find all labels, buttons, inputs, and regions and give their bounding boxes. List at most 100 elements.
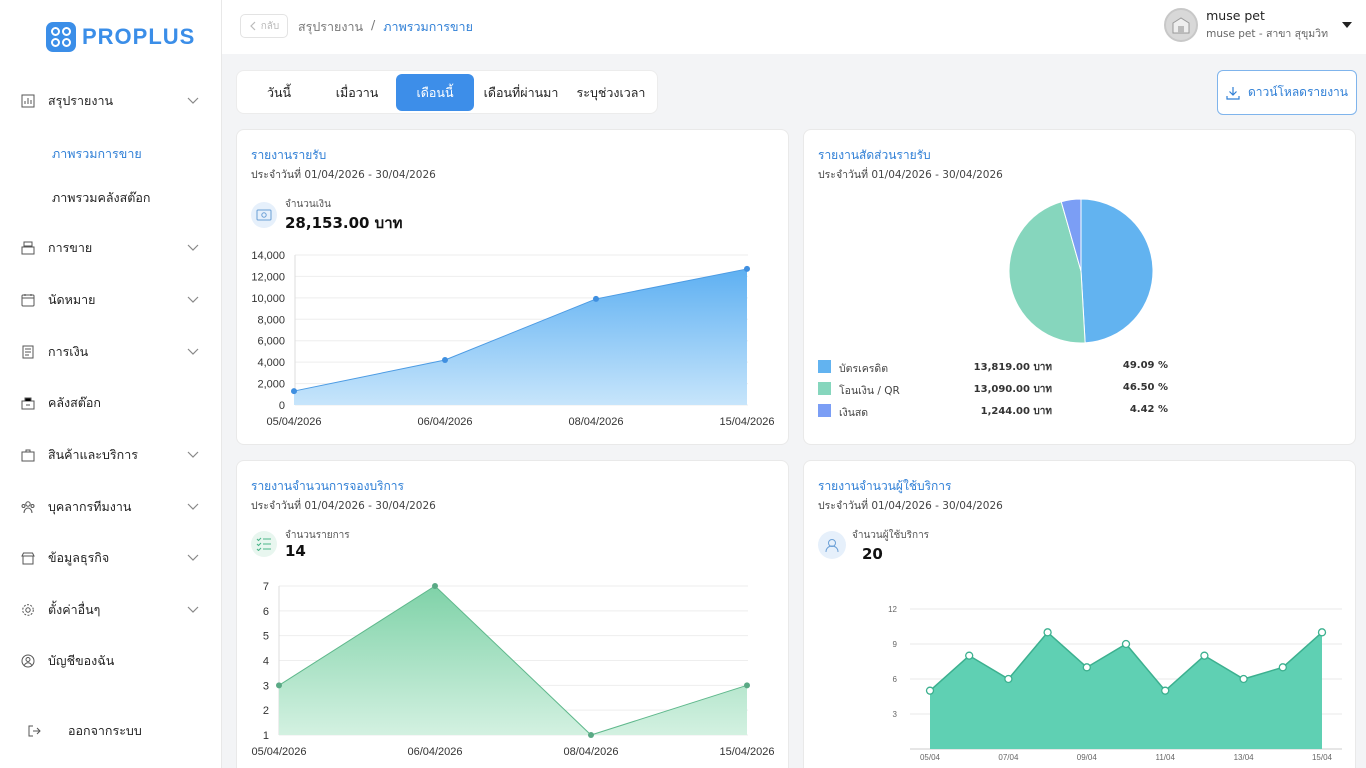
y-tick-label: 4,000 (257, 357, 285, 369)
chevron-down-icon (187, 97, 199, 104)
gear-icon (20, 602, 36, 618)
customer-area-chart: 12 9 6 3 05/04 07/04 09/04 11/04 13/04 15/04 (888, 605, 1342, 762)
chevron-down-icon (187, 451, 199, 458)
brand-name: PROPLUS (82, 24, 196, 49)
sidebar-item-account[interactable]: บัญชีของฉัน (20, 649, 202, 673)
stat-label: จำนวนผู้ใช้บริการ (852, 530, 930, 541)
data-point (925, 686, 935, 695)
document-icon (20, 344, 36, 360)
period-tabs: วันนี้ เมื่อวาน เดือนนี้ เดือนที่ผ่านมา … (236, 70, 658, 114)
x-tick-label: 15/04 (1312, 753, 1333, 762)
back-button[interactable]: กลับ (240, 14, 288, 38)
sidebar-item-stock[interactable]: คลังสต๊อก (20, 391, 202, 415)
data-point (276, 682, 282, 689)
y-tick-label: 12 (888, 605, 897, 614)
stat-value: 14 (285, 542, 306, 560)
legend-swatch (818, 360, 831, 373)
x-tick-label: 13/04 (1234, 753, 1255, 762)
user-menu[interactable]: muse pet muse pet - สาขา สุขุมวิท (1164, 8, 1352, 42)
tab-today[interactable]: วันนี้ (266, 84, 292, 100)
y-tick-label: 3 (263, 680, 269, 692)
customer-icon (818, 531, 846, 559)
breadcrumb-parent[interactable]: สรุปรายงาน (298, 19, 364, 34)
sidebar-item-business[interactable]: ข้อมูลธุรกิจ (20, 546, 202, 570)
data-point (1161, 686, 1170, 695)
x-tick-label: 08/04/2026 (563, 746, 618, 758)
x-tick-label: 05/04/2026 (251, 746, 306, 758)
legend-swatch (818, 404, 831, 417)
data-point (1043, 628, 1052, 637)
legend-amount: 1,244.00 บาท (980, 406, 1052, 417)
store-icon (20, 550, 36, 566)
card-date-range: ประจำวันที่ 01/04/2026 - 30/04/2026 (251, 500, 436, 512)
revenue-pie-chart (1008, 198, 1154, 344)
legend-name: โอนเงิน / QR (839, 385, 900, 397)
y-tick-label: 2,000 (257, 379, 285, 391)
card-date-range: ประจำวันที่ 01/04/2026 - 30/04/2026 (818, 500, 1003, 512)
chevron-down-icon (187, 244, 199, 251)
x-tick-label: 06/04/2026 (407, 746, 462, 758)
stock-box-icon (20, 395, 36, 411)
legend-amount: 13,819.00 บาท (973, 362, 1052, 373)
sidebar-item-report[interactable]: สรุปรายงาน (20, 89, 202, 113)
sidebar-item-sales[interactable]: การขาย (20, 236, 202, 260)
sidebar-item-label: การเงิน (48, 344, 89, 359)
legend-row: บัตรเครดิต 13,819.00 บาท 49.09 % (818, 359, 1178, 375)
sidebar-item-finance[interactable]: การเงิน (20, 340, 202, 364)
y-tick-label: 0 (279, 400, 285, 412)
cash-register-icon (20, 240, 36, 256)
revenue-line (293, 268, 748, 392)
legend-swatch (818, 382, 831, 395)
sidebar-item-label: คลังสต๊อก (48, 395, 101, 410)
sidebar-subitem-stock-overview[interactable]: ภาพรวมคลังสต๊อก (52, 190, 151, 205)
x-tick-label: 05/04/2026 (266, 416, 321, 428)
top-bar: กลับ สรุปรายงาน / ภาพรวมการขาย muse pet … (222, 0, 1366, 54)
logo-icon (46, 22, 76, 52)
data-point (442, 357, 448, 363)
checklist-icon (251, 531, 277, 557)
sidebar-item-team[interactable]: บุคลากรทีมงาน (20, 495, 202, 519)
y-tick-label: 6,000 (257, 336, 285, 348)
breadcrumb-separator: / (371, 17, 376, 32)
sidebar-subitem-sales-overview[interactable]: ภาพรวมการขาย (52, 146, 142, 161)
sidebar-item-label: บัญชีของฉัน (48, 653, 115, 668)
chevron-down-icon (187, 296, 199, 303)
x-tick-label: 15/04/2026 (719, 416, 774, 428)
sidebar-item-label: บุคลากรทีมงาน (48, 499, 132, 514)
logout-icon (26, 723, 42, 739)
logout-button[interactable]: ออกจากระบบ (26, 719, 208, 743)
y-tick-label: 3 (893, 710, 898, 719)
chevron-left-icon (249, 21, 256, 31)
legend-name: บัตรเครดิต (839, 363, 889, 375)
download-report-button[interactable]: ดาวน์โหลดรายงาน (1217, 70, 1357, 115)
revenue-area-chart: 14,000 12,000 10,000 8,000 6,000 4,000 2,000 0 0… (251, 250, 774, 428)
data-point (1239, 674, 1248, 684)
back-label: กลับ (260, 20, 280, 32)
logout-label: ออกจากระบบ (68, 723, 142, 738)
tab-custom-range[interactable]: ระบุช่วงเวลา (576, 84, 646, 100)
avatar (1164, 8, 1199, 42)
revenue-report-card: รายงานรายรับ ประจำวันที่ 01/04/2026 - 30… (236, 129, 789, 445)
breadcrumb-current: ภาพรวมการขาย (383, 19, 473, 34)
download-icon (1226, 86, 1240, 100)
card-title: รายงานจำนวนผู้ใช้บริการ (818, 479, 952, 493)
tab-last-month[interactable]: เดือนที่ผ่านมา (483, 84, 559, 100)
legend-row: โอนเงิน / QR 13,090.00 บาท 46.50 % (818, 381, 1178, 397)
briefcase-icon (20, 447, 36, 463)
data-point (291, 388, 297, 395)
stat-value: 28,153.00 บาท (285, 214, 403, 232)
stat-label: จำนวนเงิน (285, 199, 331, 210)
brand-logo[interactable]: PROPLUS (46, 22, 195, 52)
y-tick-label: 9 (893, 640, 898, 649)
sidebar-item-label: นัดหมาย (48, 292, 96, 307)
data-point (744, 682, 750, 689)
data-point (1278, 663, 1287, 672)
data-point (744, 265, 750, 272)
x-tick-label: 09/04 (1077, 753, 1098, 762)
tab-yesterday[interactable]: เมื่อวาน (335, 84, 379, 100)
tab-this-month[interactable]: เดือนนี้ (396, 74, 474, 111)
sidebar-item-settings[interactable]: ตั้งค่าอื่นๆ (20, 598, 202, 622)
data-point (432, 583, 438, 589)
sidebar-item-appointment[interactable]: นัดหมาย (20, 288, 202, 312)
sidebar-item-products[interactable]: สินค้าและบริการ (20, 443, 202, 467)
